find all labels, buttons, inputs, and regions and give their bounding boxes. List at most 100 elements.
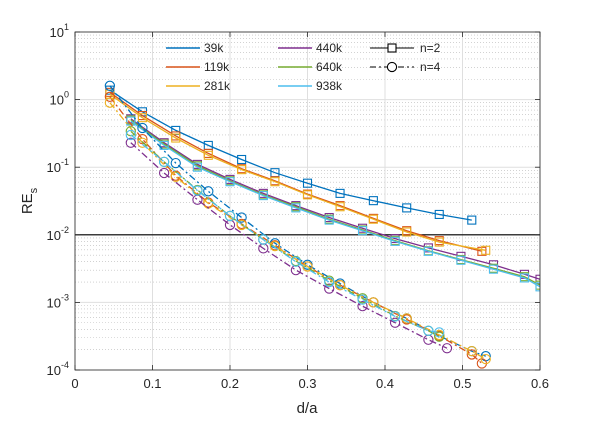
data-point-square bbox=[258, 191, 268, 201]
data-point-square bbox=[237, 165, 247, 175]
y-tick-label-exponent: -2 bbox=[61, 225, 69, 235]
y-tick-label-exponent: -4 bbox=[61, 360, 69, 370]
data-point-circle bbox=[170, 157, 181, 169]
data-point-circle bbox=[466, 349, 477, 360]
data-point-square bbox=[535, 282, 540, 292]
data-point-square bbox=[357, 226, 368, 236]
data-point-circle bbox=[423, 325, 434, 336]
data-point-square bbox=[488, 264, 499, 274]
y-tick-label: 10-1 bbox=[47, 157, 69, 175]
data-point-circle bbox=[104, 97, 116, 108]
legend-item: 39k bbox=[166, 41, 224, 55]
data-point-circle bbox=[290, 256, 302, 267]
data-point-square bbox=[324, 215, 334, 225]
data-point-square bbox=[203, 150, 213, 160]
y-tick-label-exponent: 1 bbox=[64, 22, 69, 32]
series-line bbox=[109, 85, 487, 357]
y-axis-label: REs bbox=[19, 187, 40, 214]
data-point-square bbox=[225, 177, 235, 187]
data-point-square bbox=[390, 236, 400, 246]
series-line bbox=[130, 119, 540, 286]
data-point-square bbox=[368, 196, 378, 206]
data-point-square bbox=[192, 162, 202, 172]
x-tick-label: 0.1 bbox=[143, 376, 161, 391]
legend-item: 640k bbox=[278, 60, 343, 74]
legend-item: 440k bbox=[278, 41, 343, 55]
series-line bbox=[130, 120, 540, 288]
data-point-square bbox=[456, 255, 466, 265]
y-tick-label-exponent: -1 bbox=[61, 157, 69, 167]
data-point-circle bbox=[158, 156, 170, 167]
legend-label: 640k bbox=[316, 60, 343, 74]
data-point-circle bbox=[324, 283, 335, 294]
data-point-circle bbox=[203, 186, 214, 197]
data-point-circle bbox=[480, 353, 491, 365]
legend-marker-circle bbox=[386, 61, 398, 73]
data-point-circle bbox=[224, 210, 236, 222]
x-tick-label: 0.5 bbox=[453, 376, 471, 391]
y-tick-label: 10-4 bbox=[47, 360, 69, 378]
data-point-circle bbox=[137, 137, 148, 148]
y-tick-label: 10-3 bbox=[47, 292, 69, 310]
legend-label: n=2 bbox=[420, 41, 441, 55]
data-point-circle bbox=[434, 331, 445, 342]
axis-ticks bbox=[74, 31, 541, 371]
data-point-circle bbox=[104, 91, 116, 102]
data-point-circle bbox=[137, 122, 148, 134]
data-point-circle bbox=[434, 327, 445, 338]
data-point-square bbox=[402, 227, 412, 237]
data-point-square bbox=[159, 140, 169, 150]
legend-item: 281k bbox=[166, 79, 231, 93]
data-point-circle bbox=[389, 311, 401, 322]
x-tick-labels: 0 0.1 0.2 0.3 0.4 0.5 0.6 bbox=[71, 376, 549, 391]
y-tick-label-base: 10 bbox=[50, 93, 64, 108]
data-point-square bbox=[291, 203, 301, 213]
data-point-square bbox=[270, 177, 280, 187]
data-point-circle bbox=[258, 234, 269, 245]
data-point-circle bbox=[324, 276, 335, 288]
data-point-square bbox=[302, 178, 313, 188]
y-axis-label-subscript: s bbox=[28, 187, 40, 193]
data-point-circle bbox=[441, 343, 453, 354]
x-tick-label: 0.6 bbox=[531, 376, 549, 391]
x-tick-label: 0.2 bbox=[221, 376, 239, 391]
y-tick-label-base: 10 bbox=[47, 295, 61, 310]
y-tick-label-base: 10 bbox=[50, 25, 64, 40]
data-point-square bbox=[434, 237, 444, 247]
data-point-circle bbox=[389, 317, 401, 328]
data-point-circle bbox=[401, 313, 412, 324]
series-39k bbox=[105, 85, 477, 225]
data-point-circle bbox=[357, 301, 368, 312]
y-tick-label-base: 10 bbox=[47, 160, 61, 175]
y-tick-label-base: 10 bbox=[47, 228, 61, 243]
series-line bbox=[109, 91, 483, 252]
y-tick-label-exponent: -3 bbox=[61, 292, 69, 302]
legend-label: n=4 bbox=[420, 60, 441, 74]
y-tick-label-exponent: 0 bbox=[64, 90, 69, 100]
series-440k-n-4 bbox=[125, 137, 453, 354]
data-point-square bbox=[126, 116, 136, 126]
data-point-square bbox=[368, 214, 378, 224]
legend-item: n=4 bbox=[370, 60, 441, 74]
x-axis-label: d/a bbox=[297, 400, 319, 417]
y-axis-label-main: RE bbox=[19, 193, 36, 214]
data-point-circle bbox=[236, 219, 247, 231]
data-point-square bbox=[137, 113, 147, 123]
series-938k-n-4 bbox=[125, 129, 445, 338]
x-tick-label: 0.3 bbox=[298, 376, 316, 391]
data-point-circle bbox=[125, 137, 136, 148]
series-line bbox=[130, 118, 540, 280]
legend-marker-square bbox=[387, 43, 397, 53]
x-tick-label: 0 bbox=[71, 376, 78, 391]
data-point-circle bbox=[466, 346, 477, 357]
legend-item: 938k bbox=[278, 79, 343, 93]
data-point-circle bbox=[137, 133, 148, 145]
legend-item: 119k bbox=[166, 60, 230, 74]
series-line bbox=[109, 102, 487, 360]
data-point-square bbox=[335, 202, 345, 212]
data-point-square bbox=[519, 273, 530, 283]
data-point-square bbox=[237, 154, 247, 165]
legend-label: 440k bbox=[316, 41, 343, 55]
